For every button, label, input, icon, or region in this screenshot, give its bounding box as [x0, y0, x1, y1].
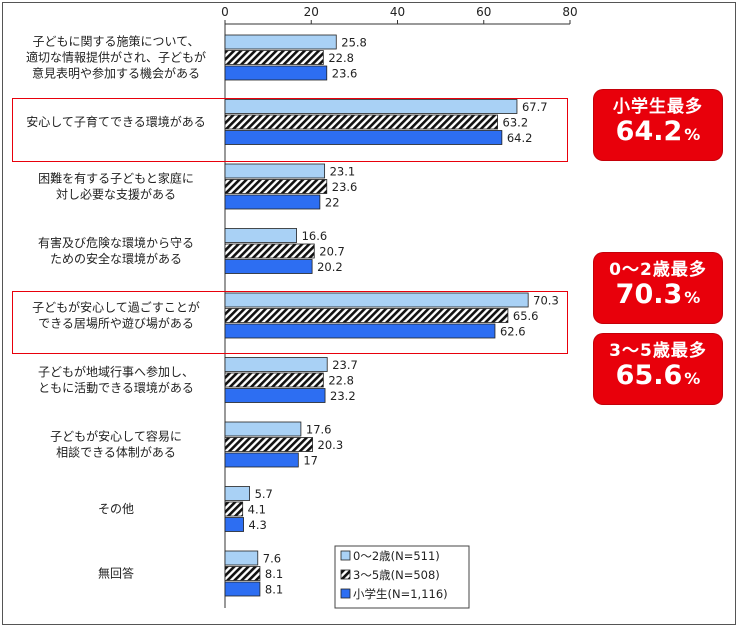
data-label: 8.1	[265, 567, 283, 581]
highlight-box-safe-childcare	[12, 98, 568, 162]
bar	[224, 243, 315, 259]
bar	[224, 452, 299, 468]
category-label: 意見表明や参加する機会がある	[32, 66, 200, 81]
category-label: 安心して子育てできる環境がある	[26, 114, 205, 129]
data-label: 23.7	[332, 358, 358, 372]
category-label: 子どもが地域行事へ参加し、	[38, 364, 194, 379]
bar	[224, 194, 321, 210]
legend-swatch	[340, 588, 351, 599]
legend-swatch	[340, 569, 351, 580]
bar	[224, 114, 498, 130]
bar	[224, 581, 261, 597]
callout-value: 70.3%	[615, 279, 701, 310]
x-tick-label: 40	[390, 5, 405, 19]
bar	[224, 99, 518, 114]
category-label: 有害及び危険な環境から守る	[38, 235, 194, 250]
bar	[224, 501, 244, 517]
callout-age3-5: 3～5歳最多 65.6%	[594, 334, 722, 404]
category-label: 子どもに関する施策について、	[32, 35, 199, 49]
data-label: 62.6	[500, 325, 526, 339]
bar	[224, 550, 259, 566]
category-label: 子どもが安心して過ごすことが	[32, 300, 200, 315]
bar	[224, 357, 328, 372]
data-label: 23.2	[330, 389, 356, 403]
category-label: 困難を有する子どもと家庭に	[38, 171, 194, 186]
data-label: 16.6	[302, 229, 328, 243]
category-label: 対し必要な支援がある	[56, 187, 176, 202]
data-label: 20.3	[318, 438, 344, 452]
legend-box	[334, 545, 470, 609]
legend: 0～2歳(N=511) 3～5歳(N=508) 小学生(N=1,116)	[334, 545, 470, 609]
bar	[224, 50, 324, 65]
legend-label: 0～2歳(N=511)	[353, 549, 440, 563]
data-label: 4.1	[248, 503, 266, 517]
bar	[224, 259, 313, 274]
data-label: 25.8	[341, 36, 367, 50]
bar	[224, 163, 326, 179]
bar	[224, 372, 324, 388]
bar	[224, 517, 244, 532]
bar	[224, 323, 496, 339]
x-tick-label: 0	[221, 5, 229, 19]
callout-title: 3～5歳最多	[609, 341, 707, 361]
bar	[224, 179, 328, 194]
data-label: 20.7	[319, 245, 345, 259]
callout-value: 65.6%	[615, 360, 701, 391]
category-label: 適切な情報提供がされ、子どもが	[26, 50, 206, 65]
legend-label: 3～5歳(N=508)	[353, 568, 440, 582]
category-label: 無回答	[98, 566, 134, 581]
category-label: ともに活動できる環境がある	[38, 380, 194, 395]
callout-elementary: 小学生最多 64.2%	[594, 90, 722, 160]
data-label: 20.2	[317, 260, 343, 274]
data-label: 23.6	[332, 67, 358, 81]
bars	[224, 34, 529, 597]
bar	[224, 388, 326, 403]
data-label: 23.1	[330, 165, 356, 179]
data-label: 67.7	[522, 100, 548, 114]
category-label: できる居場所や遊び場がある	[38, 316, 194, 331]
callout-title: 小学生最多	[613, 97, 703, 117]
bar	[224, 486, 250, 501]
bar	[224, 437, 313, 452]
callout-value: 64.2%	[615, 116, 701, 147]
bar	[224, 308, 509, 323]
legend-label: 小学生(N=1,116)	[353, 587, 448, 601]
highlight-box-safe-places	[12, 291, 568, 354]
category-label: ための安全な環境がある	[50, 251, 182, 266]
bar	[224, 566, 261, 581]
data-label: 63.2	[503, 116, 529, 130]
bar	[224, 421, 302, 437]
data-label: 22	[325, 196, 340, 210]
data-label: 17	[303, 454, 318, 468]
data-label: 4.3	[249, 518, 267, 532]
x-tick-label: 80	[562, 5, 577, 19]
category-label: 相談できる体制がある	[56, 445, 176, 460]
category-label: その他	[98, 502, 134, 516]
data-label: 23.6	[332, 180, 358, 194]
data-label: 64.2	[507, 131, 533, 145]
data-label: 65.6	[513, 309, 539, 323]
bar	[224, 34, 337, 50]
category-labels: 子どもに関する施策について、適切な情報提供がされ、子どもが意見表明や参加する機会…	[26, 35, 206, 581]
bar	[224, 65, 328, 81]
callout-age0-2: 0～2歳最多 70.3%	[594, 253, 722, 323]
data-label: 7.6	[263, 552, 281, 566]
category-label: 子どもが安心して容易に	[50, 429, 182, 444]
bar	[224, 292, 529, 308]
bar	[224, 130, 503, 145]
bar	[224, 228, 297, 243]
legend-swatch	[340, 550, 351, 561]
x-tick-label: 60	[476, 5, 491, 19]
x-tick-label: 20	[304, 5, 319, 19]
data-label: 5.7	[255, 487, 273, 501]
data-labels: 25.8 67.7 23.1 16.6 70.3 23.7 17.6 5.7 7.6 22.8 63…	[248, 36, 559, 597]
data-label: 17.6	[306, 423, 332, 437]
data-label: 22.8	[328, 374, 354, 388]
data-label: 70.3	[533, 294, 559, 308]
callout-title: 0～2歳最多	[609, 260, 707, 280]
data-label: 22.8	[328, 51, 354, 65]
data-label: 8.1	[265, 583, 283, 597]
